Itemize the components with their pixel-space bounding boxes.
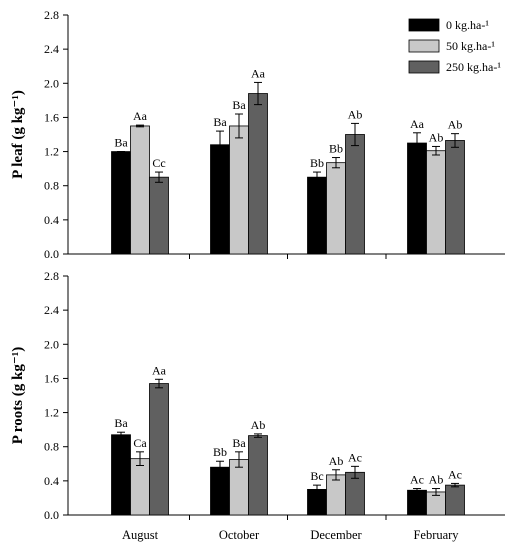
significance-label: Bb (329, 142, 343, 156)
significance-label: Ca (133, 436, 147, 450)
significance-label: Ba (114, 136, 128, 150)
y-tick-label: 0.0 (44, 508, 59, 522)
bar (345, 134, 365, 255)
y-tick-label: 2.8 (44, 269, 59, 283)
category-label: August (122, 528, 159, 542)
y-tick-label: 0.4 (44, 213, 59, 227)
significance-label: Ba (213, 115, 227, 129)
bar (326, 474, 346, 516)
significance-label: Ac (348, 450, 362, 464)
legend-swatch (408, 60, 440, 74)
category-label: October (219, 528, 260, 542)
y-tick-label: 0.0 (44, 247, 59, 261)
significance-label: Ba (232, 98, 246, 112)
y-tick-label: 1.6 (44, 371, 59, 385)
significance-label: Ac (448, 467, 462, 481)
significance-label: Ab (448, 118, 463, 132)
bar (130, 125, 150, 255)
legend-swatch (408, 39, 440, 53)
chart-panel-2: 0.0 0.4 0.8 1.2 1.6 2.0 2.4 2.8 P roots (g kg⁻¹)… (10, 269, 505, 542)
legend-label: 250 kg.ha-¹ (446, 60, 501, 74)
y-tick-label: 2.4 (44, 42, 59, 56)
significance-label: Ab (429, 130, 444, 144)
significance-label: Bb (310, 156, 324, 170)
bar (248, 93, 268, 255)
y-tick-label: 0.4 (44, 474, 59, 488)
bar (229, 459, 249, 516)
bar (407, 489, 427, 516)
significance-label: Ab (329, 454, 344, 468)
significance-label: Ab (348, 107, 363, 121)
bar (326, 162, 346, 255)
significance-label: Ac (410, 473, 424, 487)
y-tick-label: 0.8 (44, 179, 59, 193)
bar (229, 125, 249, 255)
bar (248, 435, 268, 516)
bar (445, 140, 465, 255)
bar (426, 150, 446, 255)
significance-label: Bb (213, 445, 227, 459)
significance-label: Bc (310, 469, 323, 483)
y-tick-label: 2.0 (44, 337, 59, 351)
legend-label: 0 kg.ha-¹ (446, 18, 489, 32)
bar (111, 434, 131, 516)
bar (111, 151, 131, 255)
y-axis-label: P roots (g kg⁻¹) (10, 347, 26, 445)
legend-label: 50 kg.ha-¹ (446, 39, 495, 53)
significance-label: Aa (133, 109, 148, 123)
bar (149, 383, 169, 516)
y-tick-label: 2.8 (44, 8, 59, 22)
y-tick-label: 1.2 (44, 406, 59, 420)
bar (407, 142, 427, 255)
bar (307, 176, 327, 255)
y-tick-label: 2.4 (44, 303, 59, 317)
y-tick-label: 1.2 (44, 145, 59, 159)
y-axis-label: P leaf (g kg⁻¹) (10, 90, 26, 179)
legend: 0 kg.ha-¹ 50 kg.ha-¹ 250 kg.ha-¹ (408, 18, 501, 74)
bar (210, 144, 230, 255)
bar (149, 176, 169, 255)
y-tick-label: 2.0 (44, 76, 59, 90)
significance-label: Aa (410, 117, 425, 131)
significance-label: Aa (152, 363, 167, 377)
bar (130, 458, 150, 516)
y-tick-label: 0.8 (44, 440, 59, 454)
significance-label: Cc (152, 156, 165, 170)
significance-label: Ba (114, 416, 128, 430)
category-label: December (310, 528, 362, 542)
category-label: February (413, 528, 459, 542)
legend-swatch (408, 18, 440, 32)
y-tick-label: 1.6 (44, 110, 59, 124)
significance-label: Ab (429, 473, 444, 487)
chart-panel-1: 0.0 0.4 0.8 1.2 1.6 2.0 2.4 2.8 P leaf (g kg⁻¹) B… (10, 8, 505, 261)
bar (210, 466, 230, 516)
bar (445, 484, 465, 516)
significance-label: Ba (232, 436, 246, 450)
significance-label: Ab (251, 418, 266, 432)
significance-label: Aa (251, 66, 266, 80)
